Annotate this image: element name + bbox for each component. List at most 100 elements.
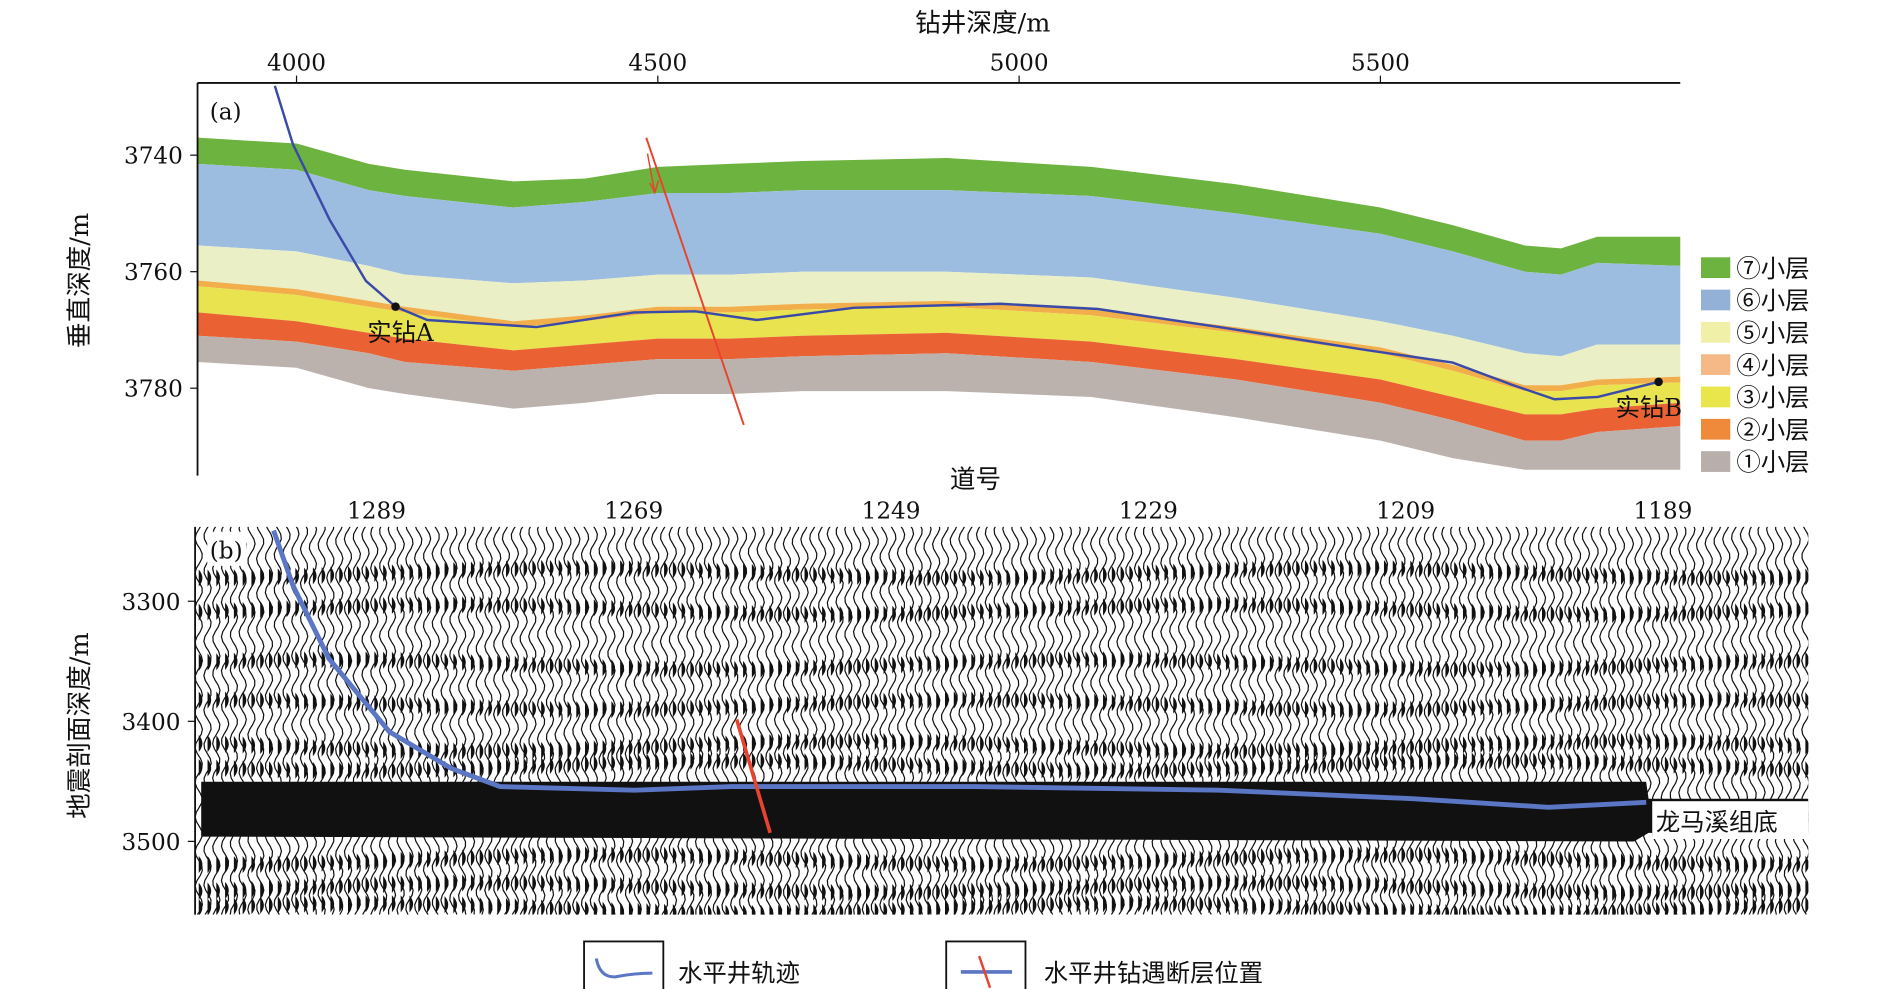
seismic-peak: [971, 856, 975, 874]
seismic-peak: [1419, 601, 1423, 619]
seismic-peak: [997, 652, 1002, 670]
seismic-peak: [1471, 603, 1476, 621]
seismic-peak: [1208, 562, 1213, 580]
seismic-peak: [1375, 846, 1379, 864]
seismic-peak: [690, 752, 695, 770]
seismic-trace: [1634, 526, 1643, 915]
seismic-peak: [1164, 875, 1169, 893]
seismic-peak: [1278, 874, 1283, 892]
seismic-peak: [383, 695, 387, 713]
seismic-peak: [321, 598, 326, 616]
seismic-peak: [541, 874, 545, 892]
seismic-peak: [488, 848, 493, 866]
seismic-trace: [1151, 526, 1160, 915]
seismic-trace: [1335, 526, 1345, 915]
seismic-peak: [830, 732, 835, 751]
seismic-peak: [1498, 848, 1502, 866]
seismic-peak: [1296, 597, 1300, 615]
seismic-peak: [1673, 569, 1678, 587]
seismic-peak: [602, 876, 607, 894]
seismic-peak: [1541, 904, 1546, 915]
seismic-peak: [1735, 855, 1739, 874]
seismic-peak: [1111, 877, 1116, 895]
seismic-peak: [1085, 693, 1090, 711]
seismic-peak: [1805, 896, 1809, 914]
seismic-peak: [716, 562, 721, 580]
seismic-peak: [1243, 654, 1248, 672]
seismic-peak: [1182, 895, 1186, 913]
seismic-peak: [444, 596, 449, 614]
seismic-peak: [383, 761, 387, 780]
seismic-peak: [611, 754, 616, 772]
seismic-peak: [1173, 875, 1177, 893]
seismic-peak: [1304, 847, 1309, 865]
seismic-peak: [628, 739, 633, 757]
seismic-peak: [576, 701, 580, 719]
seismic-peak: [1779, 856, 1783, 874]
seismic-peak: [593, 701, 598, 719]
seismic-peak: [1629, 732, 1634, 751]
seismic-peak: [1015, 736, 1019, 754]
seismic-peak: [312, 567, 317, 585]
b-trajectory-line: [271, 529, 1647, 810]
seismic-peak: [813, 883, 817, 901]
seismic-peak: [1787, 855, 1792, 874]
seismic-peak: [909, 569, 914, 587]
seismic-peak: [1146, 651, 1151, 669]
seismic-peak: [1533, 904, 1537, 915]
seismic-peak: [593, 876, 598, 894]
seismic-trace: [1695, 526, 1705, 915]
seismic-trace: [1081, 526, 1090, 915]
seismic-peak: [225, 856, 229, 874]
seismic-peak: [1743, 735, 1748, 753]
seismic-peak: [514, 596, 519, 615]
seismic-peak: [690, 736, 695, 754]
seismic-peak: [611, 659, 616, 677]
seismic-peak: [664, 660, 668, 678]
seismic-peak: [1726, 569, 1731, 587]
seismic-peak: [830, 694, 835, 712]
seismic-peak: [576, 846, 580, 864]
seismic-peak: [462, 561, 466, 579]
seismic-peak: [1138, 762, 1142, 780]
seismic-peak: [251, 601, 256, 619]
seismic-peak: [1278, 898, 1283, 915]
seismic-peak: [681, 847, 686, 865]
b-x-tick-label: 1249: [862, 498, 921, 524]
seismic-peak: [216, 691, 220, 709]
seismic-peak: [857, 693, 861, 711]
seismic-peak: [1612, 903, 1616, 915]
seismic-trace: [844, 526, 853, 915]
seismic-peak: [1515, 849, 1520, 867]
seismic-peak: [1585, 883, 1590, 901]
b-y-tick-label: 3500: [122, 830, 181, 856]
seismic-trace: [1555, 526, 1564, 915]
seismic-peak: [1585, 606, 1590, 624]
seismic-peak: [1550, 605, 1555, 623]
a-fault-arrow-icon: [646, 153, 660, 195]
seismic-peak: [830, 883, 835, 901]
seismic-trace: [852, 526, 862, 915]
seismic-trace: [668, 526, 678, 915]
seismic-peak: [1726, 899, 1731, 915]
seismic-peak: [233, 691, 238, 709]
seismic-peak: [1304, 899, 1309, 915]
seismic-peak: [295, 599, 299, 617]
seismic-peak: [1577, 659, 1581, 677]
seismic-peak: [462, 653, 466, 671]
seismic-peak: [549, 875, 554, 893]
seismic-peak: [207, 759, 212, 777]
seismic-peak: [286, 855, 291, 873]
seismic-peak: [769, 696, 774, 714]
seismic-peak: [470, 654, 475, 672]
seismic-peak: [1489, 604, 1493, 622]
b-x-tick-label: 1289: [347, 498, 406, 524]
seismic-peak: [1647, 884, 1652, 902]
seismic-peak: [602, 701, 607, 719]
seismic-peak: [1673, 756, 1678, 774]
seismic-peak: [1182, 851, 1186, 869]
seismic-peak: [611, 599, 616, 617]
seismic-peak: [1638, 853, 1643, 871]
seismic-peak: [1533, 696, 1537, 715]
seismic-peak: [1120, 853, 1125, 871]
